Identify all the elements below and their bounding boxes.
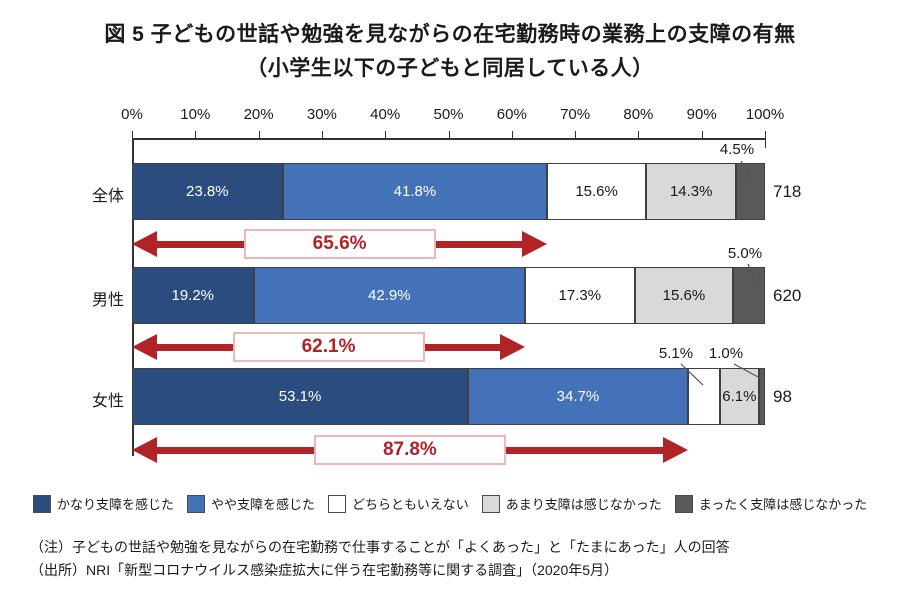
category-label: 男性: [91, 291, 124, 309]
legend-item: かなり支障を感じた: [33, 494, 174, 513]
arrow-left-head: [132, 437, 157, 463]
legend-item: どちらともいえない: [328, 494, 469, 513]
category-label: 全体: [91, 187, 124, 205]
legend-swatch: [33, 494, 51, 513]
arrow-left-head: [132, 231, 157, 257]
segment-value-label: 53.1%: [278, 388, 322, 405]
outside-segment-label: 5.1%: [658, 345, 694, 362]
arrow-right-head: [500, 334, 526, 360]
legend-item: まったく支障は感じなかった: [674, 494, 868, 513]
legend-swatch: [481, 494, 500, 513]
x-axis-tick-label: 50%: [433, 106, 464, 123]
x-axis-tick-label: 60%: [496, 106, 527, 123]
x-axis-tick-mark: [132, 131, 133, 138]
segment-value-label: 23.8%: [186, 183, 229, 200]
arrow-value-box: 65.6%: [243, 229, 436, 259]
legend: かなり支障を感じた やや支障を感じた どちらともいえない あまり支障は感じなかった まっ…: [33, 494, 867, 513]
combined-range-arrow: 62.1%: [132, 332, 526, 362]
bar-segment: 15.6%: [547, 163, 646, 220]
bar-segment: 34.7%: [468, 368, 688, 425]
segment-value-label: 19.2%: [171, 287, 215, 304]
arrow-value-box: 62.1%: [232, 332, 425, 362]
arrow-value-box: 87.8%: [313, 435, 506, 465]
bar-segment: 19.2%: [132, 267, 254, 324]
category-label: 女性: [91, 392, 124, 410]
bar-segment: 15.6%: [634, 267, 734, 324]
chart-subtitle: （小学生以下の子どもと同居している人）: [246, 57, 654, 80]
x-axis-tick-label: 0%: [121, 106, 143, 123]
legend-swatch: [187, 494, 206, 513]
segment-value-label: 15.6%: [662, 287, 706, 304]
sample-size-label: 620: [773, 285, 802, 305]
combined-range-arrow: 65.6%: [132, 229, 548, 259]
segment-value-label: 15.6%: [575, 183, 618, 200]
arrow-left-head: [132, 334, 157, 360]
segment-value-label: 34.7%: [556, 388, 600, 405]
chart-title: 図 5 子どもの世話や勉強を見ながらの在宅勤務時の業務上の支障の有無: [104, 23, 796, 46]
source-line: （出所）NRI「新型コロナウイルス感染症拡大に伴う在宅勤務等に関する調査」（20…: [30, 562, 619, 578]
arrow-right-head: [662, 437, 688, 463]
x-axis-tick-mark: [511, 131, 513, 138]
outside-segment-label: 1.0%: [708, 345, 744, 362]
x-axis-tick-label: 100%: [745, 106, 785, 123]
bar-segment: 17.3%: [525, 267, 635, 324]
bar-segment: 53.1%: [132, 368, 469, 425]
x-axis-tick-mark: [385, 131, 387, 138]
legend-label: あまり支障は感じなかった: [505, 497, 662, 512]
bar-segment: 42.9%: [253, 267, 526, 324]
segment-value-label: 42.9%: [368, 287, 411, 304]
x-axis-end-tick: [765, 138, 766, 148]
bar-segment: [758, 368, 765, 425]
bar-row: 23.8% 41.8% 15.6% 14.3%: [132, 163, 765, 220]
x-axis-tick-label: 70%: [560, 106, 591, 123]
bar-segment: 23.8%: [132, 163, 283, 220]
x-axis-line: [132, 138, 765, 140]
combined-range-arrow: 87.8%: [132, 435, 688, 465]
x-axis-tick-mark: [258, 131, 260, 138]
note-line: （注）子どもの世話や勉強を見ながらの在宅勤務で仕事することが「よくあった」と「た…: [30, 539, 730, 555]
x-axis-tick-mark: [575, 131, 577, 138]
x-axis-tick-label: 30%: [306, 106, 337, 123]
legend-label: かなり支障を感じた: [57, 497, 175, 512]
x-axis-tick-label: 10%: [180, 106, 211, 123]
bar-segment: [687, 368, 721, 425]
outside-segment-label: 5.0%: [727, 245, 763, 262]
x-axis-tick-mark: [638, 131, 640, 138]
sample-size-label: 718: [773, 181, 802, 201]
x-axis-tick-mark: [765, 131, 766, 138]
segment-value-label: 41.8%: [393, 183, 437, 200]
legend-label: どちらともいえない: [352, 497, 469, 512]
x-axis-tick-mark: [448, 131, 450, 138]
bar-segment: 6.1%: [720, 368, 759, 425]
segment-value-label: 6.1%: [722, 388, 757, 405]
legend-item: あまり支障は感じなかった: [481, 494, 662, 513]
x-axis-tick-mark: [195, 131, 197, 138]
legend-swatch: [328, 494, 347, 513]
bar-segment: [733, 267, 765, 324]
legend-label: やや支障を感じた: [211, 497, 316, 512]
x-axis-tick-label: 80%: [623, 106, 654, 123]
x-axis-tick-label: 40%: [370, 106, 401, 123]
sample-size-label: 98: [773, 386, 792, 406]
x-axis-tick-label: 90%: [686, 106, 717, 123]
legend-label: まったく支障は感じなかった: [698, 497, 868, 512]
segment-value-label: 14.3%: [669, 183, 713, 200]
outside-segment-label: 4.5%: [719, 141, 755, 158]
stacked-bar-chart: 0% 10% 20% 30% 40% 50% 60% 70% 80% 90% 100% 全体 23.8%…: [91, 106, 802, 465]
x-axis-tick-mark: [321, 131, 323, 138]
bar-segment: 14.3%: [645, 163, 737, 220]
bar-row: 19.2% 42.9% 17.3% 15.6%: [132, 267, 765, 324]
x-axis-tick-mark: [701, 131, 703, 138]
legend-swatch: [674, 494, 693, 513]
bar-row: 53.1% 34.7% 6.1%: [132, 368, 765, 425]
legend-item: やや支障を感じた: [187, 494, 315, 513]
arrow-right-head: [522, 231, 548, 257]
x-axis-tick-label: 20%: [243, 106, 274, 123]
bar-segment: 41.8%: [282, 163, 548, 220]
bar-segment: [736, 163, 765, 220]
segment-value-label: 17.3%: [558, 287, 602, 304]
